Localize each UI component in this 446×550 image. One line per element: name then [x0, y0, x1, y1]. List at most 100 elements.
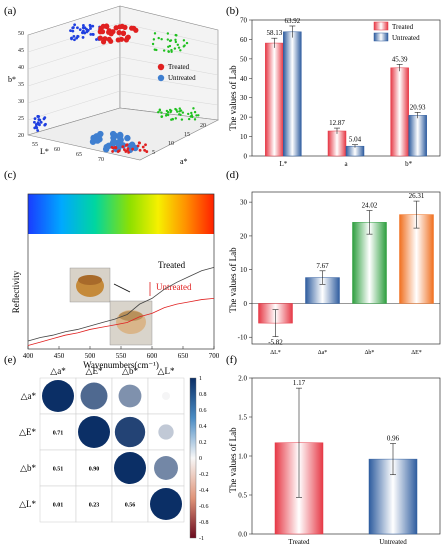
y-tick-label: 0	[244, 300, 248, 308]
label-treated-curve: Treated	[158, 260, 186, 270]
x-tick-label: 55	[32, 142, 38, 148]
scatter-point	[35, 123, 38, 126]
data-label: 45.39	[392, 55, 408, 63]
scatter-point	[105, 142, 112, 150]
scatter-point	[43, 123, 47, 127]
x-tick-label: L*	[279, 160, 287, 168]
grid-line	[119, 22, 219, 46]
colorbar-tick-label: 0.4	[199, 424, 207, 430]
legend-untreated: Untreated	[168, 74, 196, 82]
colorbar	[189, 377, 197, 539]
scatter-point	[120, 30, 127, 37]
legend-swatch-treated	[373, 21, 389, 31]
x-tick-label: 60	[54, 147, 60, 153]
scatter-point	[170, 50, 173, 53]
scatter-point	[73, 23, 77, 27]
scatter-point	[195, 114, 198, 117]
correlation-value: 0.23	[89, 503, 100, 509]
x-tick-label: Δb*	[365, 350, 375, 356]
x-tick-label: ΔL*	[270, 350, 281, 356]
scatter-point	[131, 147, 135, 151]
scatter-point	[190, 114, 194, 117]
axis-label-lstar: L*	[40, 147, 49, 156]
grid-line	[119, 73, 219, 91]
matrix-cell	[39, 413, 77, 451]
colorbar-tick-label: -0.8	[199, 520, 209, 526]
grid-line	[119, 90, 219, 106]
grid-line	[119, 39, 219, 61]
panel-a-3d-scatter: b* L* a* 20 25 30 35 40 45 50 55 60 65 70 5 10 15 20 T…	[8, 5, 220, 166]
x-tick-label: a	[344, 160, 348, 168]
colorbar-tick-label: -1	[199, 536, 204, 542]
correlation-circle	[114, 452, 146, 484]
data-label: 24.02	[362, 202, 378, 210]
scatter-point	[91, 24, 95, 28]
scatter-point	[170, 118, 173, 121]
scatter-point	[197, 114, 200, 117]
panel-b-bar-chart: The values of Lab 0 10 20 30 40 50 60 70 58.1363…	[228, 17, 441, 168]
scatter-point	[123, 148, 126, 151]
z-tick-label: 50	[18, 31, 24, 37]
correlation-value: 0.56	[125, 503, 136, 509]
scatter-point	[174, 40, 178, 44]
colorbar-tick-label: -0.6	[199, 504, 209, 510]
scatter-point	[178, 107, 181, 110]
scatter-point	[180, 118, 184, 121]
matrix-cell	[75, 449, 113, 487]
scatter-point	[187, 112, 190, 116]
data-label: 0.96	[387, 435, 400, 443]
grid-line	[119, 56, 219, 76]
scatter-point	[136, 144, 140, 148]
scatter-point	[160, 111, 163, 114]
y-tick-label: 0.0	[238, 531, 247, 539]
scatter-point	[177, 46, 181, 49]
scatter-point	[187, 117, 191, 121]
x-tick-label: 550	[116, 352, 127, 360]
panel-b-ylabel: The values of Lab	[228, 65, 238, 131]
legend-label-untreated: Untreated	[392, 34, 420, 42]
data-label: 5.04	[349, 136, 362, 144]
y-tick-label: 0	[244, 153, 248, 161]
x-tick-label: 450	[54, 352, 65, 360]
scatter-point	[160, 37, 163, 41]
legend-label-treated: Treated	[392, 23, 414, 31]
y-tick-label: 20	[240, 232, 248, 240]
legend-marker-treated	[157, 63, 165, 71]
x-tick-label: 600	[147, 352, 158, 360]
scatter-point	[174, 117, 177, 120]
y-tick-label: 0.5	[238, 492, 247, 500]
scatter-point	[106, 36, 112, 42]
z-tick-label: 30	[18, 99, 24, 105]
scatter-point	[181, 111, 185, 114]
scatter-point	[145, 150, 149, 153]
scatter-point	[155, 48, 158, 52]
x-tick-label: Δa*	[318, 350, 328, 356]
grid-line	[27, 90, 121, 121]
panel-e-correlation-matrix: △a* △a* △E* △E* △b* △b* △L* △L* 0.71 0.51 0.90 0.01…	[19, 366, 208, 542]
scatter-point	[176, 110, 179, 113]
scatter-point	[73, 38, 76, 42]
scatter-point	[169, 110, 172, 114]
legend-swatch-untreated	[373, 32, 389, 42]
scatter-point	[113, 145, 117, 149]
scatter-point	[124, 144, 128, 147]
legend-marker-untreated	[157, 74, 165, 82]
scatter-point	[141, 145, 145, 149]
col-label: △L*	[158, 366, 175, 376]
correlation-value: 0.01	[53, 503, 64, 509]
scatter-point	[71, 26, 75, 29]
scatter-point	[190, 111, 193, 115]
y-tick-label: 60	[240, 36, 248, 44]
panel-f-ylabel: The values of Lab	[228, 427, 238, 493]
data-label: -5.82	[268, 339, 283, 347]
panel-c-reflectivity: Reflectivity Wavenumbers(cm⁻¹) Treated U…	[11, 193, 220, 370]
legend-treated: Treated	[168, 63, 190, 71]
scatter-point	[71, 29, 75, 33]
scatter-point	[78, 28, 82, 32]
y-tick-label: -10	[238, 334, 248, 342]
scatter-point	[116, 30, 122, 36]
scatter-point	[157, 111, 160, 114]
series-line-treated	[27, 266, 215, 342]
y-tick-label: 10	[240, 133, 248, 141]
